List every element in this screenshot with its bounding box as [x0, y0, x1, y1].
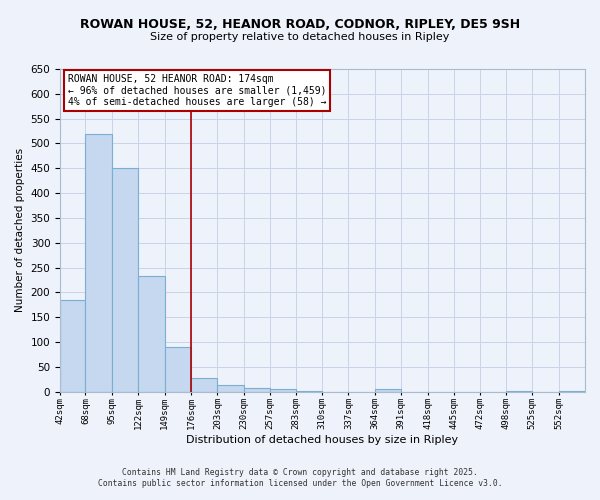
Bar: [191, 378, 217, 392]
Y-axis label: Number of detached properties: Number of detached properties: [15, 148, 25, 312]
X-axis label: Distribution of detached houses by size in Ripley: Distribution of detached houses by size …: [187, 435, 458, 445]
Bar: [217, 384, 244, 392]
Bar: [375, 388, 401, 392]
Bar: [559, 390, 585, 392]
Bar: [85, 134, 112, 392]
Bar: [60, 300, 85, 392]
Bar: [138, 276, 164, 392]
Text: Contains HM Land Registry data © Crown copyright and database right 2025.
Contai: Contains HM Land Registry data © Crown c…: [98, 468, 502, 487]
Bar: [244, 388, 270, 392]
Bar: [112, 168, 138, 392]
Text: Size of property relative to detached houses in Ripley: Size of property relative to detached ho…: [151, 32, 449, 42]
Text: ROWAN HOUSE, 52 HEANOR ROAD: 174sqm
← 96% of detached houses are smaller (1,459): ROWAN HOUSE, 52 HEANOR ROAD: 174sqm ← 96…: [68, 74, 326, 107]
Bar: [270, 389, 296, 392]
Bar: [164, 347, 191, 392]
Text: ROWAN HOUSE, 52, HEANOR ROAD, CODNOR, RIPLEY, DE5 9SH: ROWAN HOUSE, 52, HEANOR ROAD, CODNOR, RI…: [80, 18, 520, 30]
Bar: [296, 390, 322, 392]
